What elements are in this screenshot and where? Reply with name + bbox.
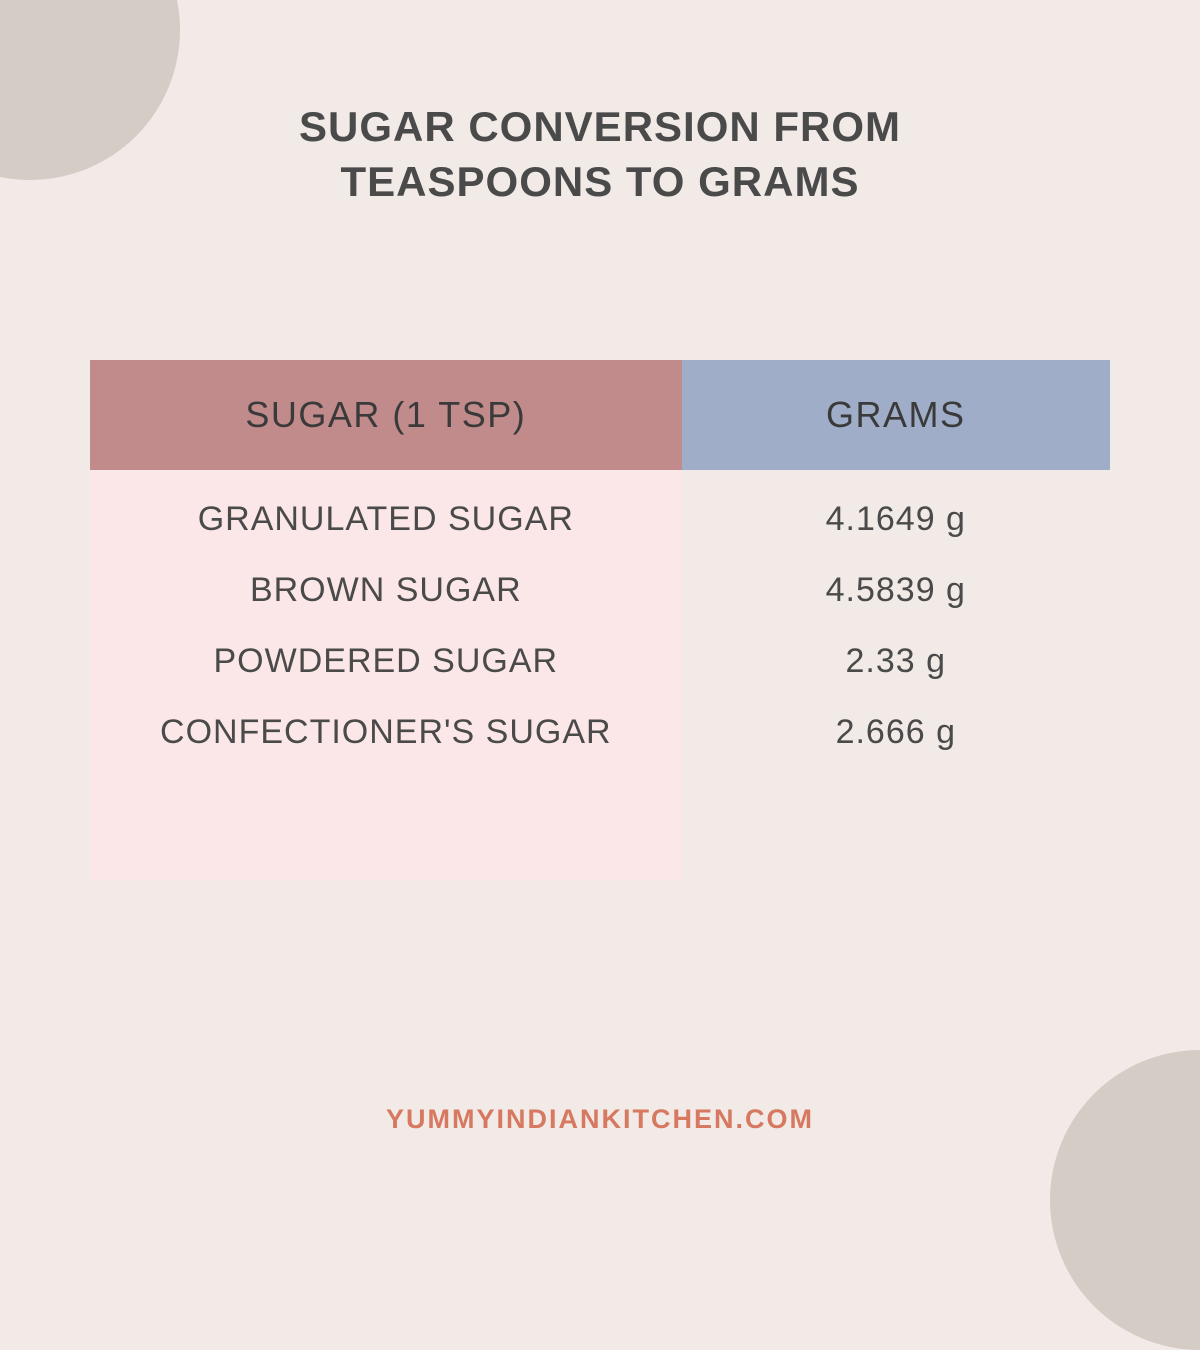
- table-col-sugar: GRANULATED SUGAR BROWN SUGAR POWDERED SU…: [90, 470, 682, 880]
- table-row: 4.5839 g: [826, 571, 966, 610]
- header-sugar: SUGAR (1 TSP): [90, 360, 682, 470]
- corner-circle-bottom-right: [1050, 1050, 1200, 1350]
- conversion-table: SUGAR (1 TSP) GRAMS GRANULATED SUGAR BRO…: [90, 360, 1110, 880]
- table-row: 4.1649 g: [826, 500, 966, 539]
- table-row: GRANULATED SUGAR: [198, 500, 574, 539]
- table-row: BROWN SUGAR: [250, 571, 522, 610]
- page-title: SUGAR CONVERSION FROM TEASPOONS TO GRAMS: [0, 100, 1200, 209]
- table-col-grams: 4.1649 g 4.5839 g 2.33 g 2.666 g: [682, 470, 1110, 880]
- table-header: SUGAR (1 TSP) GRAMS: [90, 360, 1110, 470]
- footer-credit: YUMMYINDIANKITCHEN.COM: [0, 1104, 1200, 1135]
- table-body: GRANULATED SUGAR BROWN SUGAR POWDERED SU…: [90, 470, 1110, 880]
- table-row: CONFECTIONER'S SUGAR: [160, 713, 612, 752]
- header-grams: GRAMS: [682, 360, 1110, 470]
- table-row: 2.666 g: [836, 713, 956, 752]
- table-row: 2.33 g: [846, 642, 947, 681]
- table-row: POWDERED SUGAR: [214, 642, 559, 681]
